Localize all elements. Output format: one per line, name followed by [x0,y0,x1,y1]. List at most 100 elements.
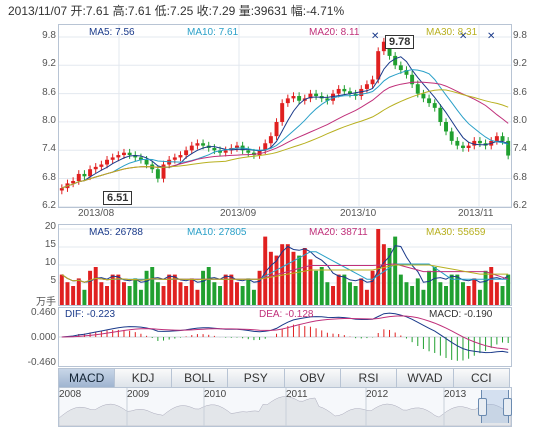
ma5-line [61,56,509,189]
volume-bar [201,270,206,305]
change-value: -4.71% [306,4,345,18]
volume-bar [370,270,375,305]
overview-year-label: 2013 [444,389,467,400]
volume-bar [353,286,358,305]
volume-bar [444,286,449,305]
volume-bar [460,282,465,305]
volume-bar [110,274,115,305]
volume-bar [234,282,239,305]
tab-rsi[interactable]: RSI [340,368,398,388]
history-overview[interactable]: 2008 2009 2010 2011 2012 2013 [58,387,512,427]
macd-chart[interactable] [59,308,511,366]
candle-body [116,155,121,158]
ma10-line [61,69,509,189]
tab-obv[interactable]: OBV [284,368,341,388]
volume-bar [466,286,471,305]
axis-tick-label: 8.0 [42,115,56,126]
axis-tick-label: 6.2 [513,200,527,211]
volume-bar [206,267,211,305]
volume-bar [178,282,183,305]
volume-chart-panel[interactable]: MA5: 26788 MA10: 27805 MA20: 38711 MA30:… [58,224,512,306]
volume-bar [59,274,64,305]
overview-year-label: 2011 [286,389,308,400]
ma30-line [61,89,509,189]
volume-bar [432,267,437,305]
volume-bar [336,274,341,305]
candle-body [455,140,460,146]
candle-body [195,143,200,146]
volume-bar [229,274,234,305]
indicator-tabs: MACD KDJ BOLL PSY OBV RSI WVAD CCI [58,368,510,388]
volume-bar [506,274,511,305]
candle-body [370,79,375,85]
volume-bar [494,282,499,305]
volume-bar [302,248,307,305]
volume-chart[interactable] [59,225,511,305]
axis-tick-label: 8.0 [513,115,527,126]
volume-bar [127,286,132,305]
candle-body [331,93,336,101]
tab-macd[interactable]: MACD [58,368,116,388]
volume-bar [404,282,409,305]
candle-body [398,65,403,71]
overview-area [59,396,511,426]
axis-tick-label: 8.6 [42,86,56,98]
macd-chart-panel[interactable]: DIF: -0.223 DEA: -0.128 MACD: -0.190 [58,307,512,367]
open-label: 开: [70,4,86,18]
candle-body [172,157,177,160]
range-handle-left[interactable] [478,398,487,416]
volume-bar [189,278,194,305]
date-tick-label: 2013/11 [458,208,494,219]
volume-bar [212,282,217,305]
marker-icon: ✕ [371,31,379,42]
volume-bar [155,282,160,305]
volume-bar [93,267,98,305]
axis-tick-label: 10 [44,257,56,268]
candle-body [438,107,443,122]
volume-bar [99,282,104,305]
volume-bar [105,286,110,305]
close-label: 收: [196,4,212,18]
candle-body [427,98,432,104]
low-label: 低: [154,4,170,18]
price-chart-panel[interactable]: ✕ ✕ ✕ MA5: 7.56 MA10: 7.61 MA20: 8.11 MA30… [58,24,512,208]
range-selector[interactable] [478,390,512,423]
candle-body [234,145,239,148]
tab-psy[interactable]: PSY [228,368,285,388]
volume-bar [364,289,369,305]
tab-boll[interactable]: BOLL [171,368,229,388]
vol-ma30-legend: MA30: 55659 [426,227,486,238]
dif-line [61,312,509,354]
candle-body [93,166,98,170]
candle-body [297,96,302,101]
volume-bar [325,282,330,305]
candle-body [144,159,149,165]
axis-tick-label: 6.2 [42,200,56,211]
candle-body [76,173,81,182]
high-label: 高: [112,4,128,18]
candle-body [472,140,477,146]
overview-chart [59,388,511,426]
volume-bar [410,286,415,305]
candle-body [325,98,330,101]
volume-bar [144,270,149,305]
range-handle-right[interactable] [503,398,512,416]
axis-tick-label: 6.8 [513,171,527,183]
max-price-marker: 9.78 [385,35,415,49]
volume-label: 量: [238,4,255,18]
tab-kdj[interactable]: KDJ [115,368,172,388]
price-chart[interactable]: ✕ ✕ ✕ [59,25,511,207]
overview-year-label: 2009 [127,389,150,400]
volume-bar [251,289,256,305]
volume-bar [489,267,494,305]
axis-tick-label: 0.000 [30,332,56,343]
ma30-legend: MA30: 8.31 [426,27,478,38]
ma20-legend: MA20: 8.11 [309,27,360,38]
candle-body [161,164,166,179]
marker-icon: ✕ [459,31,467,42]
tab-wvad[interactable]: WVAD [397,368,454,388]
candle-body [308,93,313,99]
tab-cci[interactable]: CCI [453,368,510,388]
volume-bar [472,278,477,305]
axis-tick-label: 20 [44,221,56,232]
